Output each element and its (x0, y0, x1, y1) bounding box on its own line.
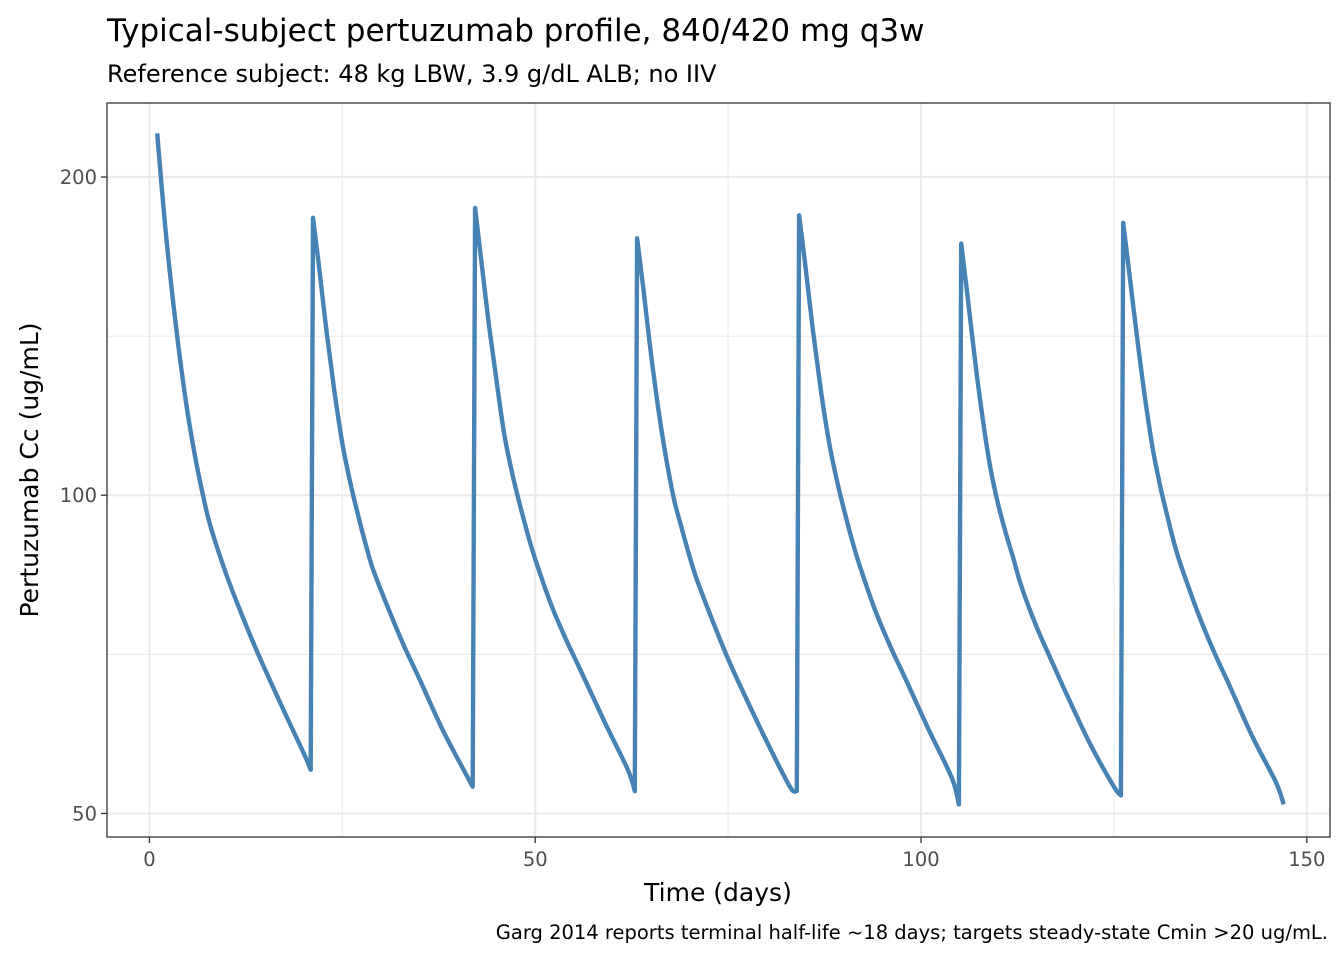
chart-caption: Garg 2014 reports terminal half-life ~18… (496, 921, 1328, 944)
y-tick-label: 50 (72, 802, 97, 825)
chart-subtitle: Reference subject: 48 kg LBW, 3.9 g/dL A… (107, 60, 717, 88)
series-layer (155, 133, 1286, 807)
x-tick-label: 50 (523, 848, 548, 871)
x-tick-label: 150 (1288, 848, 1325, 871)
x-axis-title: Time (days) (643, 878, 792, 907)
y-axis-title: Pertuzumab Cc (ug/mL) (15, 322, 44, 617)
x-tick-label: 100 (902, 848, 939, 871)
x-axis: 0 50 100 150 (143, 837, 1325, 871)
series-line (155, 133, 1286, 807)
y-axis: 50 100 200 (60, 166, 107, 825)
chart-title: Typical-subject pertuzumab profile, 840/… (106, 13, 925, 49)
x-tick-label: 0 (143, 848, 155, 871)
y-tick-label: 200 (60, 166, 97, 189)
panel-border (106, 102, 1331, 838)
y-tick-label: 100 (60, 484, 97, 507)
